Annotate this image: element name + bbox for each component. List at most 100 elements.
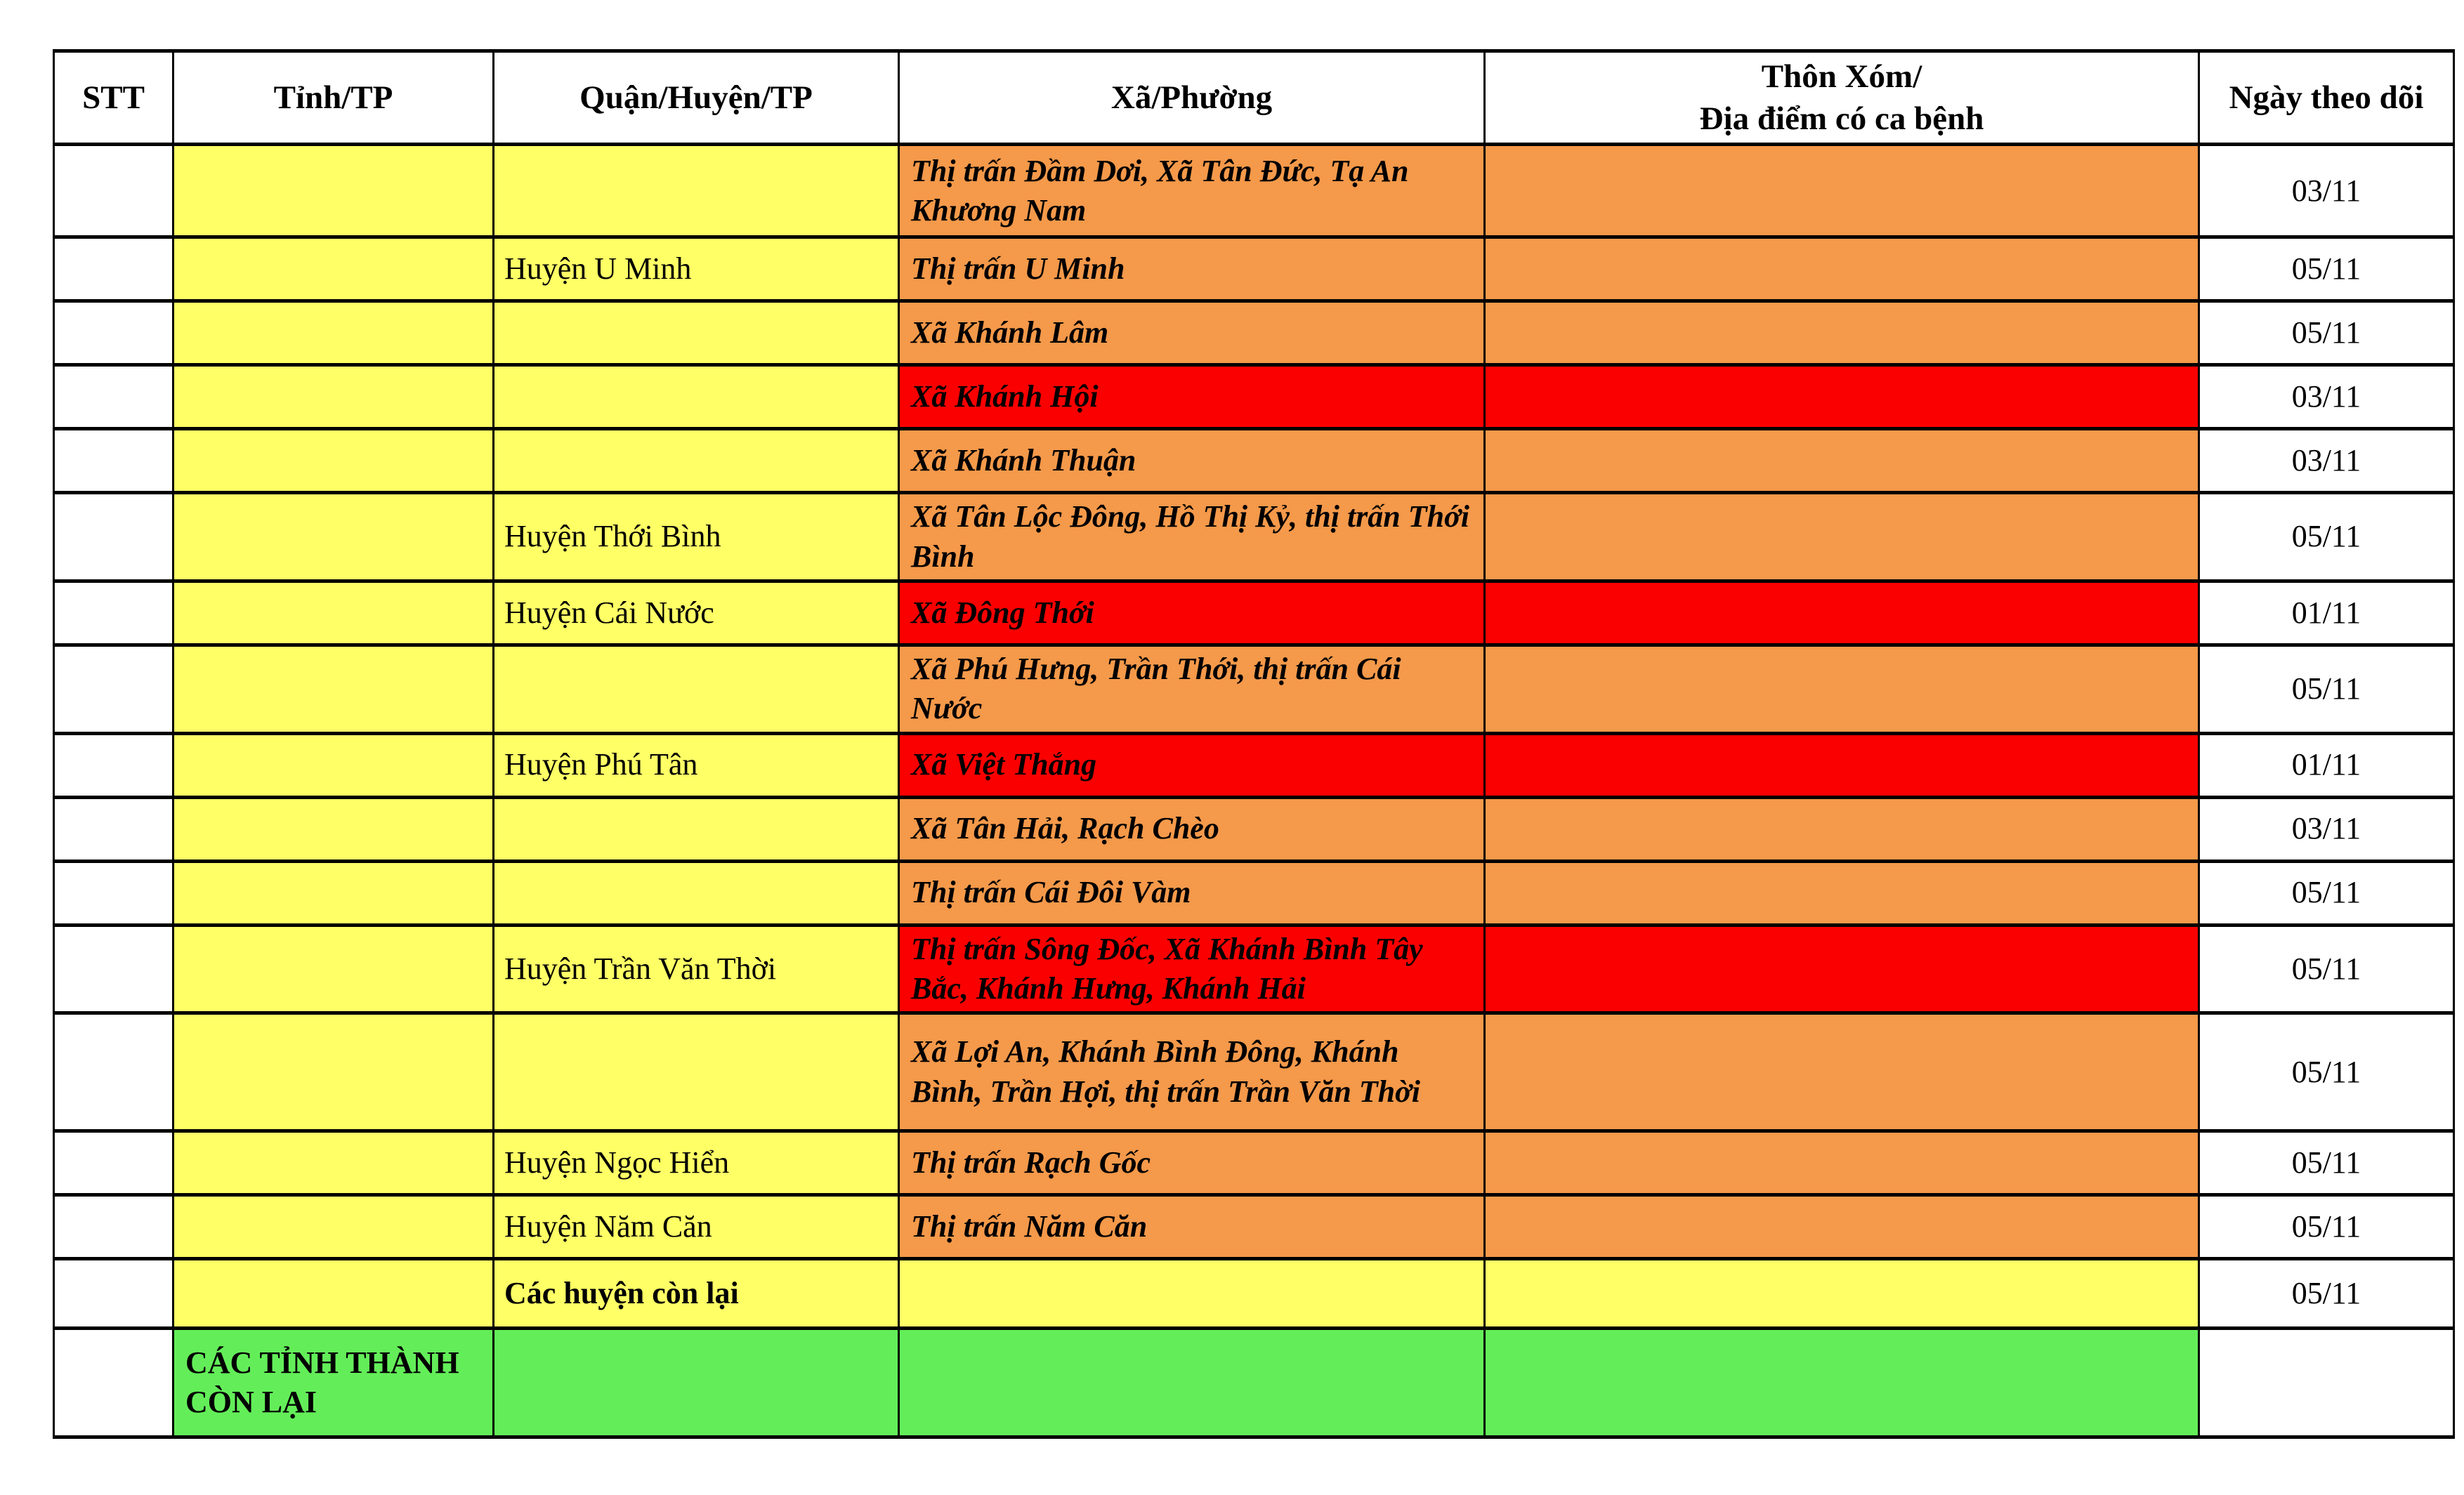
cell-ngay: 05/11 [2198, 1011, 2455, 1133]
table-row: CÁC TỈNH THÀNH CÒN LẠI [53, 1326, 2455, 1440]
cell-xa: Xã Phú Hưng, Trần Thới, thị trấn Cái Nướ… [898, 643, 1486, 735]
cell-tinh [172, 427, 494, 495]
col-header-xa-phuong: Xã/Phường [898, 48, 1486, 147]
cell-thon [1483, 1326, 2200, 1440]
cell-xa: Thị trấn Năm Căn [898, 1193, 1486, 1261]
cell-quan: Huyện Cái Nước [492, 579, 900, 647]
cell-ngay: 01/11 [2198, 579, 2455, 647]
cell-xa: Xã Khánh Hội [898, 363, 1486, 431]
cell-quan [492, 1326, 900, 1440]
col-header-ngay-theo-doi: Ngày theo dõi [2198, 48, 2455, 147]
table-row: Xã Khánh Thuận 03/11 [53, 427, 2455, 495]
cell-ngay: 05/11 [2198, 491, 2455, 583]
cell-ngay: 05/11 [2198, 299, 2455, 367]
table-row: Thị trấn Cái Đôi Vàm 05/11 [53, 859, 2455, 927]
table-row: Xã Phú Hưng, Trần Thới, thị trấn Cái Nướ… [53, 643, 2455, 735]
cell-quan: Huyện Ngọc Hiển [492, 1129, 900, 1197]
cell-thon [1483, 731, 2200, 799]
cell-quan [492, 795, 900, 863]
table-row: Xã Lợi An, Khánh Bình Đông, Khánh Bình, … [53, 1011, 2455, 1133]
covid-monitoring-table: STT Tỉnh/TP Quận/Huyện/TP Xã/Phường Thôn… [53, 48, 2455, 1440]
cell-quan [492, 859, 900, 927]
cell-stt [53, 1257, 174, 1331]
cell-xa: Thị trấn Sông Đốc, Xã Khánh Bình Tây Bắc… [898, 923, 1486, 1015]
cell-stt [53, 795, 174, 863]
col-header-tinh-tp: Tỉnh/TP [172, 48, 494, 147]
cell-xa: Thị trấn Đầm Dơi, Xã Tân Đức, Tạ An Khươ… [898, 143, 1486, 239]
cell-stt [53, 1193, 174, 1261]
cell-quan [492, 299, 900, 367]
cell-thon [1483, 1129, 2200, 1197]
cell-ngay [2198, 1326, 2455, 1440]
cell-xa: Xã Khánh Lâm [898, 299, 1486, 367]
table-row: Xã Khánh Lâm 05/11 [53, 299, 2455, 367]
cell-stt [53, 143, 174, 239]
cell-stt [53, 235, 174, 303]
cell-stt [53, 427, 174, 495]
cell-ngay: 05/11 [2198, 643, 2455, 735]
table-row: Huyện Cái Nước Xã Đông Thới 01/11 [53, 579, 2455, 647]
cell-ngay: 05/11 [2198, 923, 2455, 1015]
cell-xa: Thị trấn U Minh [898, 235, 1486, 303]
cell-tinh [172, 235, 494, 303]
cell-tinh: CÁC TỈNH THÀNH CÒN LẠI [172, 1326, 494, 1440]
cell-ngay: 03/11 [2198, 795, 2455, 863]
cell-ngay: 05/11 [2198, 1193, 2455, 1261]
header-row: STT Tỉnh/TP Quận/Huyện/TP Xã/Phường Thôn… [53, 48, 2455, 147]
cell-thon [1483, 859, 2200, 927]
table-row: Huyện U Minh Thị trấn U Minh 05/11 [53, 235, 2455, 303]
cell-tinh [172, 1011, 494, 1133]
cell-quan: Huyện U Minh [492, 235, 900, 303]
cell-tinh [172, 859, 494, 927]
cell-stt [53, 731, 174, 799]
cell-tinh [172, 363, 494, 431]
cell-ngay: 01/11 [2198, 731, 2455, 799]
cell-tinh [172, 1257, 494, 1331]
col-header-quan-huyen-tp: Quận/Huyện/TP [492, 48, 900, 147]
cell-quan [492, 363, 900, 431]
cell-xa: Xã Tân Lộc Đông, Hồ Thị Kỷ, thị trấn Thớ… [898, 491, 1486, 583]
cell-quan [492, 427, 900, 495]
cell-tinh [172, 795, 494, 863]
table-row: Xã Tân Hải, Rạch Chèo 03/11 [53, 795, 2455, 863]
cell-xa [898, 1326, 1486, 1440]
cell-tinh [172, 1129, 494, 1197]
cell-thon [1483, 1193, 2200, 1261]
cell-xa: Thị trấn Cái Đôi Vàm [898, 859, 1486, 927]
cell-quan [492, 143, 900, 239]
cell-stt [53, 491, 174, 583]
cell-thon [1483, 1011, 2200, 1133]
cell-quan: Huyện Thới Bình [492, 491, 900, 583]
cell-stt [53, 299, 174, 367]
cell-xa: Xã Lợi An, Khánh Bình Đông, Khánh Bình, … [898, 1011, 1486, 1133]
cell-stt [53, 1011, 174, 1133]
col-header-stt: STT [53, 48, 174, 147]
cell-xa: Xã Việt Thắng [898, 731, 1486, 799]
cell-thon [1483, 427, 2200, 495]
cell-ngay: 05/11 [2198, 859, 2455, 927]
cell-stt [53, 643, 174, 735]
cell-thon [1483, 491, 2200, 583]
table-row: Các huyện còn lại 05/11 [53, 1257, 2455, 1331]
cell-tinh [172, 923, 494, 1015]
cell-quan [492, 643, 900, 735]
table-row: Xã Khánh Hội 03/11 [53, 363, 2455, 431]
cell-thon [1483, 1257, 2200, 1331]
cell-xa: Xã Khánh Thuận [898, 427, 1486, 495]
cell-stt [53, 1326, 174, 1440]
cell-quan: Huyện Năm Căn [492, 1193, 900, 1261]
cell-ngay: 05/11 [2198, 1129, 2455, 1197]
cell-quan: Huyện Phú Tân [492, 731, 900, 799]
cell-thon [1483, 143, 2200, 239]
cell-thon [1483, 363, 2200, 431]
cell-tinh [172, 299, 494, 367]
table-row: Huyện Trần Văn Thời Thị trấn Sông Đốc, X… [53, 923, 2455, 1015]
table-row: Huyện Phú Tân Xã Việt Thắng 01/11 [53, 731, 2455, 799]
cell-tinh [172, 491, 494, 583]
col-header-thon-xom-line2: Địa điểm có ca bệnh [1699, 100, 1984, 138]
cell-ngay: 03/11 [2198, 363, 2455, 431]
cell-tinh [172, 643, 494, 735]
cell-xa: Xã Đông Thới [898, 579, 1486, 647]
cell-stt [53, 923, 174, 1015]
cell-stt [53, 859, 174, 927]
